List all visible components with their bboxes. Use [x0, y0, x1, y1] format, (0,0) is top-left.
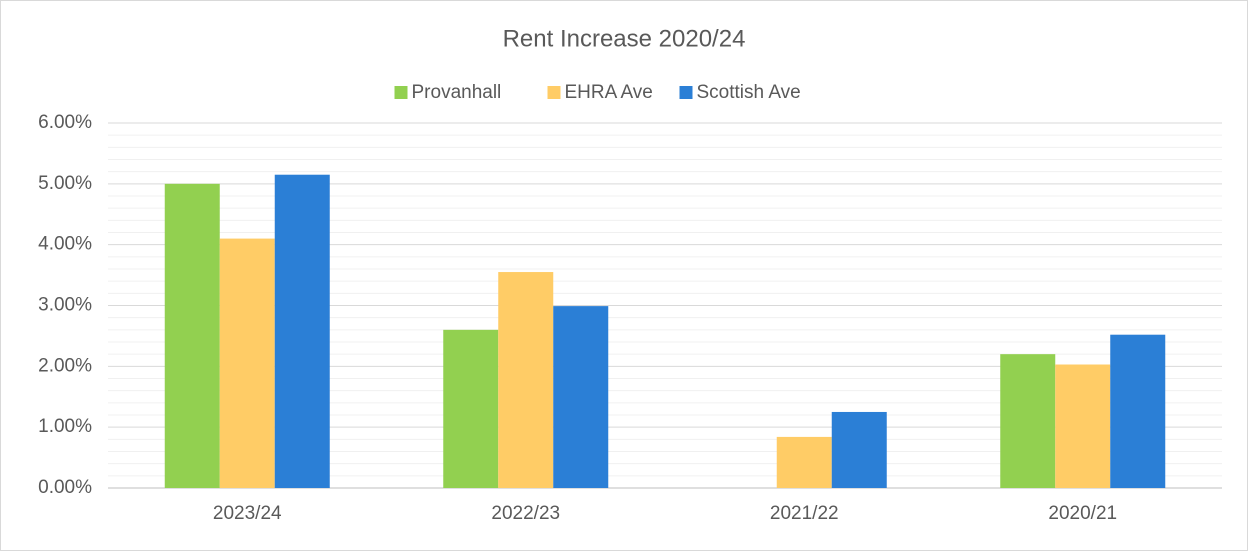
legend-swatch — [394, 86, 408, 99]
bar — [1110, 334, 1166, 488]
legend-label: Provanhall — [412, 82, 502, 103]
bar — [498, 272, 554, 488]
x-tick-label: 2021/22 — [770, 503, 839, 524]
y-tick-label: 5.00% — [38, 173, 92, 194]
legend-swatch — [547, 86, 561, 99]
bar — [1000, 354, 1056, 488]
y-tick-label: 0.00% — [38, 477, 92, 498]
bar — [1055, 364, 1111, 488]
x-tick-label: 2023/24 — [213, 503, 282, 524]
y-tick-label: 2.00% — [38, 355, 92, 376]
bar — [274, 174, 330, 489]
x-tick-label: 2022/23 — [491, 503, 560, 524]
chart-title: Rent Increase 2020/24 — [503, 25, 746, 52]
x-tick-label: 2020/21 — [1048, 503, 1117, 524]
bar — [776, 436, 832, 488]
y-tick-label: 4.00% — [38, 234, 92, 255]
bar — [831, 411, 887, 488]
bar — [164, 183, 220, 489]
bar — [553, 306, 609, 488]
y-tick-label: 1.00% — [38, 416, 92, 437]
legend-label: EHRA Ave — [565, 82, 653, 103]
legend-swatch — [679, 86, 693, 99]
legend-label: Scottish Ave — [697, 82, 801, 103]
bar — [219, 238, 275, 488]
y-tick-label: 6.00% — [38, 112, 92, 133]
bar — [443, 329, 499, 488]
y-tick-label: 3.00% — [38, 295, 92, 316]
